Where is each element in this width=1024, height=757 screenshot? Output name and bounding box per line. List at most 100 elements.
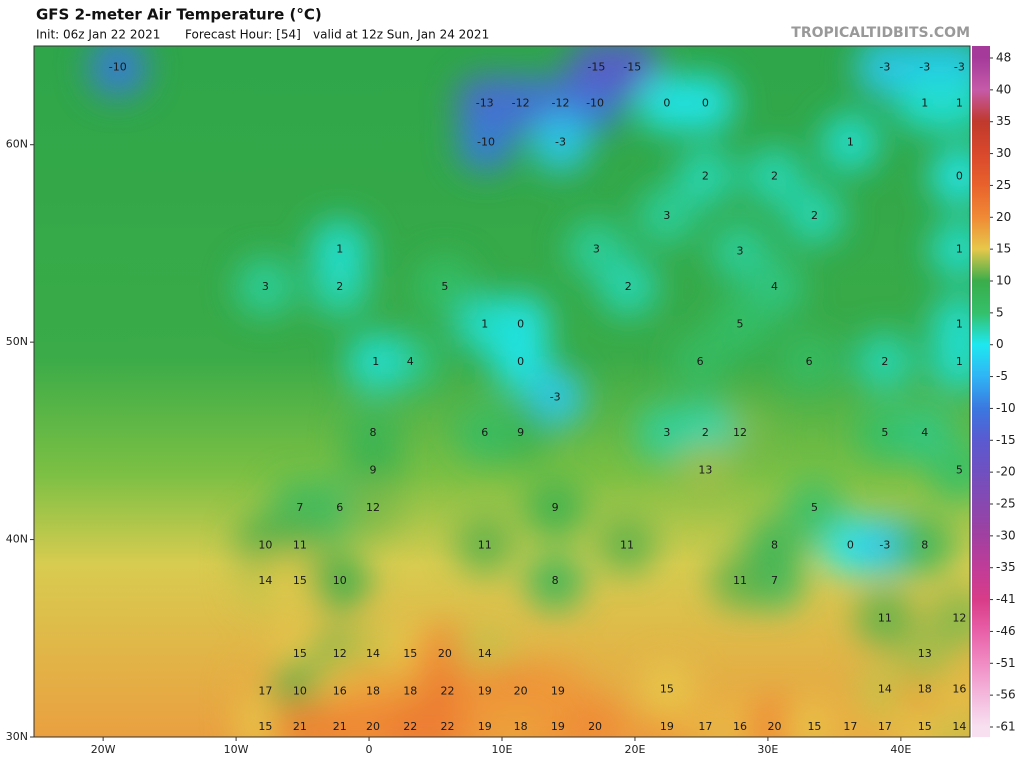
temperature-label: 8 — [921, 538, 928, 551]
temperature-cell — [929, 588, 970, 649]
colorbar-label: -20 — [996, 465, 1016, 479]
colorbar-label: 30 — [996, 146, 1011, 160]
temperature-cell — [456, 112, 517, 173]
temperature-label: 9 — [552, 501, 559, 514]
temperature-label: 5 — [881, 426, 888, 439]
temperature-label: -3 — [555, 136, 566, 149]
colorbar-label: 48 — [996, 51, 1011, 65]
forecast-hour: Forecast Hour: [54] — [185, 28, 301, 42]
temperature-label: 1 — [956, 355, 963, 368]
temperature-cell — [636, 402, 697, 463]
temperature-label: 10 — [293, 685, 307, 698]
temperature-cell — [309, 551, 370, 612]
temperature-cell — [525, 551, 586, 612]
temperature-cell — [454, 515, 515, 576]
temperature-label: 12 — [733, 426, 747, 439]
temperature-label: 2 — [811, 209, 818, 222]
temperature-label: 2 — [702, 426, 709, 439]
temperature-cell — [675, 146, 736, 207]
temperature-label: 21 — [293, 720, 307, 733]
temperature-label: 14 — [478, 647, 492, 660]
temperature-cell — [343, 477, 404, 538]
temperature-label: -15 — [587, 61, 605, 74]
temperature-label: 4 — [771, 280, 778, 293]
colorbar-label: -5 — [996, 369, 1008, 383]
temperature-label: 20 — [588, 720, 602, 733]
temperature-label: 14 — [878, 683, 892, 696]
temperature-label: 19 — [551, 720, 565, 733]
site-name: TROPICALTIDBITS.COM — [791, 25, 970, 41]
axes: 20W 10W 0 10E 20E 30E 40E30N40N50N60N484035302… — [6, 51, 1016, 757]
temperature-label: 20 — [366, 720, 380, 733]
temperature-label: -3 — [919, 61, 930, 74]
x-tick-label: 0 — [366, 743, 373, 756]
temperature-label: 18 — [403, 685, 417, 698]
temperature-label: 6 — [481, 426, 488, 439]
temperature-label: 19 — [478, 685, 492, 698]
temperature-cell — [87, 46, 148, 98]
temperature-cell — [929, 294, 970, 355]
temperature-label: 15 — [258, 720, 272, 733]
temperature-cell — [854, 588, 915, 649]
temperature-label: 12 — [333, 647, 347, 660]
temperature-label: 13 — [918, 647, 932, 660]
temperature-label: 16 — [952, 683, 966, 696]
temperature-label: 12 — [952, 612, 966, 625]
y-tick-label: 50N — [6, 335, 28, 348]
colorbar-label: 25 — [996, 178, 1011, 192]
temperature-label: 3 — [736, 244, 743, 257]
y-tick-label: 40N — [6, 533, 28, 546]
title: GFS 2-meter Air Temperature (°C) — [36, 6, 322, 24]
temperature-label: 5 — [956, 463, 963, 476]
temperature-label: -3 — [954, 61, 965, 74]
temperature-label: 1 — [372, 355, 379, 368]
temperature-cell — [525, 477, 586, 538]
temperature-cell — [744, 515, 805, 576]
temperature-label: 10 — [258, 538, 272, 551]
temperature-cell — [854, 331, 915, 392]
temperature-label: 4 — [921, 426, 928, 439]
temperature-label: 5 — [736, 317, 743, 330]
x-tick-label: 20W — [91, 743, 116, 756]
temperature-label: 1 — [956, 96, 963, 109]
temperature-label: 3 — [262, 280, 269, 293]
y-tick-label: 60N — [6, 138, 28, 151]
temperature-label: 22 — [440, 720, 454, 733]
temperature-label: -3 — [550, 390, 561, 403]
colorbar-label: -25 — [996, 497, 1016, 511]
temperature-label: 12 — [366, 501, 380, 514]
colorbar-label: -51 — [996, 656, 1016, 670]
valid-time: valid at 12z Sun, Jan 24 2021 — [313, 28, 489, 42]
temperature-cell — [929, 146, 970, 207]
temperature-cell — [784, 477, 845, 538]
temperature-label: 2 — [771, 169, 778, 182]
temperature-label: 11 — [293, 538, 307, 551]
temperature-label: 6 — [806, 355, 813, 368]
temperature-label: 1 — [956, 317, 963, 330]
temperature-label: 1 — [921, 96, 928, 109]
temperature-label: -12 — [512, 96, 530, 109]
temperature-cell — [454, 402, 515, 463]
temperature-label: 10 — [333, 574, 347, 587]
temperature-label: 2 — [881, 355, 888, 368]
temperature-label: 3 — [593, 242, 600, 255]
temperature-label: 7 — [771, 574, 778, 587]
temperature-label: -3 — [879, 61, 890, 74]
temperature-label: 2 — [702, 169, 709, 182]
temperature-label: 17 — [843, 720, 857, 733]
colorbar-label: 40 — [996, 82, 1011, 96]
temperature-label: 11 — [878, 612, 892, 625]
colorbar — [972, 46, 990, 737]
temperature-label: 9 — [517, 426, 524, 439]
temperature-label: 3 — [663, 209, 670, 222]
temperature-label: 16 — [333, 685, 347, 698]
temperature-cell — [675, 73, 736, 134]
temperature-label: 0 — [956, 169, 963, 182]
temperature-cell — [784, 185, 845, 246]
temperature-label: 19 — [660, 720, 674, 733]
temperature-labels: -10-13 -12 -12 -10-15 -15-10 -30 0-3 -3 -3112234… — [109, 61, 967, 733]
x-tick-label: 10E — [492, 743, 513, 756]
temperature-cell — [820, 112, 881, 173]
colorbar-label: -35 — [996, 560, 1016, 574]
